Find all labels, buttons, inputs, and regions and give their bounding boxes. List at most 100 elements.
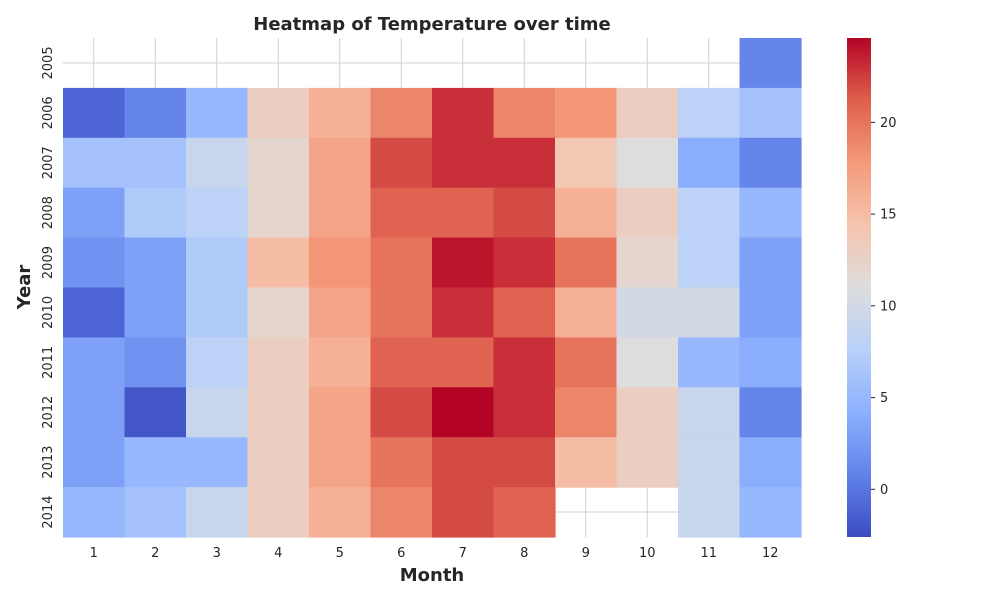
heatmap-cell-2007-6 (370, 137, 433, 189)
x-tick-label: 2 (151, 546, 159, 561)
heatmap-cell-2009-3 (186, 237, 249, 289)
heatmap-cell-2014-11 (678, 487, 741, 538)
y-tick-label: 2007 (41, 146, 56, 179)
heatmap-cell-2008-3 (186, 187, 249, 239)
heatmap-cell-2014-8 (493, 487, 556, 538)
heatmap-cell-2012-11 (678, 387, 741, 438)
heatmap-cell-2013-9 (555, 437, 618, 488)
colorbar (847, 38, 871, 537)
y-tick-label: 2014 (41, 496, 56, 529)
heatmap-cell-2012-5 (309, 387, 372, 438)
heatmap-cell-2007-2 (124, 137, 187, 189)
heatmap-cell-2013-3 (186, 437, 249, 488)
heatmap-cell-2010-6 (370, 287, 433, 338)
heatmap-cell-2008-11 (678, 187, 741, 239)
heatmap-cell-2011-12 (739, 337, 802, 388)
heatmap-cell-2008-1 (63, 187, 126, 239)
heatmap-cell-2014-3 (186, 487, 249, 538)
heatmap-cell-2012-7 (432, 387, 495, 438)
heatmap-cell-2011-11 (678, 337, 741, 388)
heatmap-cell-2011-9 (555, 337, 618, 388)
heatmap-cell-2010-4 (247, 287, 310, 338)
heatmap-cell-2011-2 (124, 337, 187, 388)
heatmap-cell-2013-5 (309, 437, 372, 488)
heatmap-cell-2012-10 (616, 387, 679, 438)
heatmap-cell-2013-1 (63, 437, 126, 488)
heatmap-cell-2008-6 (370, 187, 433, 239)
y-tick-label: 2005 (41, 46, 56, 79)
heatmap-cell-2013-6 (370, 437, 433, 488)
x-tick-label: 6 (397, 546, 405, 561)
heatmap-cell-2008-12 (739, 187, 802, 239)
y-tick-label: 2011 (41, 346, 56, 379)
x-tick-label: 10 (639, 546, 656, 561)
x-tick-label: 12 (762, 546, 779, 561)
heatmap-cell-2009-12 (739, 237, 802, 289)
heatmap-cell-2014-6 (370, 487, 433, 538)
heatmap-cell-2006-6 (370, 87, 433, 139)
heatmap-cell-2012-9 (555, 387, 618, 438)
heatmap-cell-2014-7 (432, 487, 495, 538)
heatmap-cell-2009-4 (247, 237, 310, 289)
heatmap-cell-2006-11 (678, 87, 741, 139)
heatmap-cell-2007-1 (63, 137, 126, 189)
heatmap-cell-2011-6 (370, 337, 433, 388)
heatmap-cell-2008-9 (555, 187, 618, 239)
heatmap-cell-2010-1 (63, 287, 126, 338)
x-tick-label: 7 (459, 546, 467, 561)
colorbar-tick-label: 10 (880, 299, 897, 314)
heatmap-cell-2009-6 (370, 237, 433, 289)
heatmap-cell-2010-7 (432, 287, 495, 338)
heatmap-cell-2012-4 (247, 387, 310, 438)
heatmap-cell-2007-8 (493, 137, 556, 189)
heatmap-cell-2008-10 (616, 187, 679, 239)
heatmap-cell-2009-11 (678, 237, 741, 289)
heatmap-cell-2012-12 (739, 387, 802, 438)
heatmap-cell-2011-3 (186, 337, 249, 388)
heatmap-cell-2011-8 (493, 337, 556, 388)
heatmap-cell-2005-12 (739, 38, 802, 89)
x-tick-label: 1 (90, 546, 98, 561)
heatmap-cell-2006-3 (186, 87, 249, 139)
heatmap-cell-2007-4 (247, 137, 310, 189)
heatmap-cell-2013-4 (247, 437, 310, 488)
chart-title: Heatmap of Temperature over time (253, 14, 610, 35)
heatmap-cell-2006-7 (432, 87, 495, 139)
colorbar-ticks: 0 5 10 15 20 (871, 116, 897, 498)
heatmap-cell-2011-5 (309, 337, 372, 388)
y-axis-title: Year (14, 265, 35, 311)
heatmap-cell-2009-2 (124, 237, 187, 289)
colorbar-tick-label: 5 (880, 391, 888, 406)
heatmap-cell-2014-5 (309, 487, 372, 538)
heatmap-cell-2007-5 (309, 137, 372, 189)
heatmap-cell-2008-5 (309, 187, 372, 239)
y-tick-labels: 2005 2006 2007 2008 2009 2010 2011 2012 2013 2014 (41, 46, 56, 528)
heatmap-cell-2006-5 (309, 87, 372, 139)
heatmap-cell-2007-3 (186, 137, 249, 189)
colorbar-tick-label: 0 (880, 483, 888, 498)
heatmap-cell-2008-8 (493, 187, 556, 239)
heatmap-cell-2012-1 (63, 387, 126, 438)
heatmap-cell-2010-3 (186, 287, 249, 338)
heatmap-cell-2010-12 (739, 287, 802, 338)
heatmap-cell-2013-10 (616, 437, 679, 488)
colorbar-tick-label: 15 (880, 208, 897, 223)
heatmap-cell-2007-10 (616, 137, 679, 189)
heatmap-cell-2007-7 (432, 137, 495, 189)
heatmap-cell-2009-1 (63, 237, 126, 289)
heatmap-cell-2006-12 (739, 87, 802, 139)
heatmap-cell-2006-2 (124, 87, 187, 139)
heatmap-cell-2009-8 (493, 237, 556, 289)
heatmap-cell-2014-1 (63, 487, 126, 538)
heatmap-cell-2010-10 (616, 287, 679, 338)
heatmap-cell-2006-1 (63, 87, 126, 139)
heatmap-cell-2013-12 (739, 437, 802, 488)
x-tick-label: 8 (520, 546, 528, 561)
heatmap-cell-2011-7 (432, 337, 495, 388)
x-tick-label: 5 (336, 546, 344, 561)
heatmap-cell-2007-11 (678, 137, 741, 189)
heatmap-cell-2013-11 (678, 437, 741, 488)
x-axis-title: Month (400, 565, 465, 586)
heatmap-cells (63, 38, 802, 538)
heatmap-cell-2007-12 (739, 137, 802, 189)
